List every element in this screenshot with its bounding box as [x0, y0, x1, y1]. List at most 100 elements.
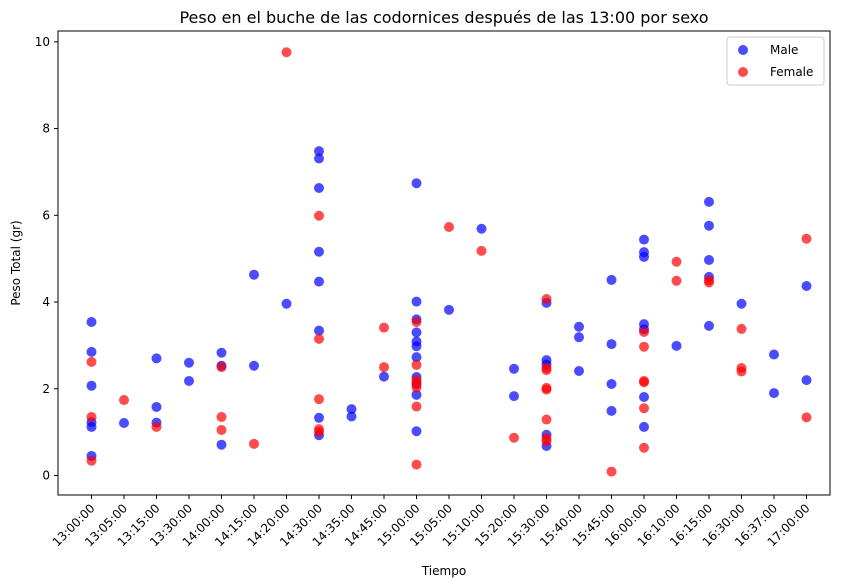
data-point-female	[704, 277, 714, 288]
data-point-female	[314, 210, 324, 221]
data-point-male	[606, 405, 617, 416]
data-point-male	[801, 375, 812, 386]
data-point-female	[509, 432, 519, 443]
data-point-female	[444, 222, 454, 233]
data-point-female	[606, 466, 617, 477]
data-point-female	[411, 382, 422, 393]
data-point-male	[249, 360, 259, 371]
data-point-female	[411, 459, 422, 470]
y-tick-label: 8	[42, 122, 50, 136]
plot-frame	[57, 30, 831, 496]
data-point-male	[184, 357, 194, 368]
data-point-female	[281, 47, 292, 58]
y-tick-label: 6	[42, 208, 50, 222]
data-point-female	[801, 412, 812, 423]
data-point-female	[379, 322, 389, 333]
data-point-male	[574, 321, 584, 332]
y-tick-label: 0	[42, 468, 50, 482]
plot-area	[86, 47, 812, 477]
data-point-male	[314, 276, 324, 287]
data-point-female	[119, 395, 129, 406]
data-point-male	[509, 363, 519, 374]
data-point-female	[541, 436, 552, 447]
data-point-male	[509, 391, 519, 402]
data-point-male	[346, 404, 357, 415]
data-point-female	[314, 394, 324, 405]
legend-box	[726, 36, 825, 86]
legend-marker-female	[738, 67, 748, 77]
data-point-female	[541, 414, 552, 425]
x-axis-ticks: 13:00:0013:05:0013:15:0013:30:0014:00:00…	[50, 495, 813, 549]
data-point-female	[671, 275, 682, 286]
series-female	[86, 47, 812, 477]
data-point-male	[314, 182, 324, 193]
data-point-male	[704, 196, 714, 207]
data-point-male	[704, 220, 714, 231]
data-point-male	[606, 378, 617, 389]
data-point-male	[574, 365, 584, 376]
data-point-male	[151, 401, 162, 412]
data-point-male	[216, 347, 227, 358]
data-point-male	[606, 339, 617, 350]
data-point-male	[379, 371, 389, 382]
y-tick-label: 2	[42, 382, 50, 396]
legend-marker-male	[738, 45, 748, 55]
data-point-male	[769, 388, 779, 399]
legend: Male Female	[726, 36, 825, 86]
data-point-male	[411, 389, 422, 400]
data-point-male	[639, 391, 649, 402]
data-point-male	[411, 426, 422, 437]
data-point-female	[249, 438, 259, 449]
data-point-female	[541, 365, 552, 376]
data-point-female	[476, 245, 487, 256]
data-point-male	[346, 411, 357, 422]
data-point-female	[411, 316, 422, 327]
legend-label-female: Female	[770, 65, 813, 79]
data-point-male	[314, 153, 324, 164]
data-point-male	[314, 412, 324, 423]
data-point-male	[671, 340, 682, 351]
data-point-female	[736, 366, 747, 377]
y-tick-label: 10	[35, 35, 50, 49]
data-point-male	[119, 418, 129, 429]
data-point-male	[314, 325, 324, 336]
data-point-male	[411, 296, 422, 307]
data-point-male	[704, 320, 714, 331]
data-point-female	[411, 401, 422, 412]
data-point-male	[704, 254, 714, 265]
data-point-male	[86, 380, 97, 391]
series-male	[86, 146, 812, 461]
data-point-male	[476, 223, 487, 234]
data-point-female	[86, 356, 97, 367]
data-point-male	[411, 327, 422, 338]
data-point-female	[411, 359, 422, 370]
chart-title: Peso en el buche de las codornices despu…	[179, 8, 708, 27]
data-point-male	[606, 274, 617, 285]
data-point-male	[184, 375, 194, 386]
data-point-female	[671, 256, 682, 267]
data-point-male	[574, 332, 584, 343]
data-point-female	[314, 426, 324, 437]
data-point-female	[314, 333, 324, 344]
x-axis-label: Tiempo	[421, 564, 466, 578]
y-axis-label: Peso Total (gr)	[9, 220, 23, 305]
data-point-female	[639, 403, 649, 414]
data-point-male	[86, 421, 97, 432]
data-point-male	[86, 346, 97, 357]
data-point-female	[86, 411, 97, 422]
data-point-female	[639, 377, 649, 388]
data-point-male	[736, 298, 747, 309]
y-tick-label: 4	[42, 295, 50, 309]
data-point-female	[151, 421, 162, 432]
data-point-male	[281, 298, 292, 309]
data-point-female	[379, 362, 389, 373]
data-point-male	[151, 353, 162, 364]
data-point-female	[639, 442, 649, 453]
data-point-male	[314, 246, 324, 257]
data-point-male	[314, 146, 324, 157]
y-axis-ticks: 0 2 4 6 8 10	[35, 35, 58, 482]
data-point-male	[411, 352, 422, 363]
data-point-male	[639, 234, 649, 245]
data-point-female	[216, 411, 227, 422]
